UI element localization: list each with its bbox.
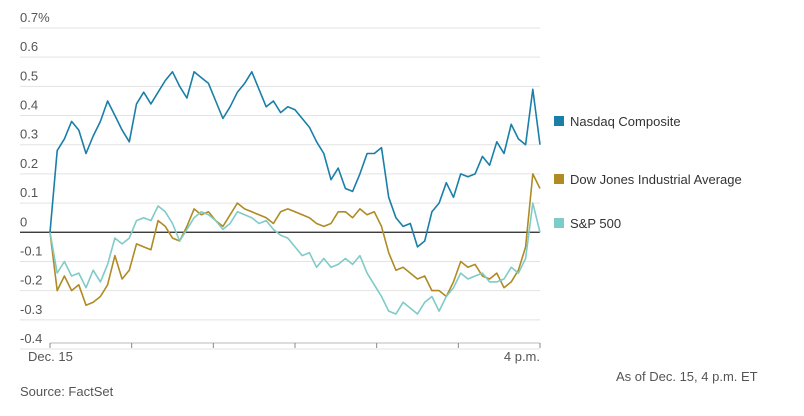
y-tick-label: 0 (20, 214, 27, 229)
legend-swatch (554, 174, 564, 184)
y-tick-label: -0.1 (20, 243, 42, 258)
grid-lines (20, 27, 540, 350)
y-tick-label: 0.3 (20, 127, 38, 142)
y-tick-label: 0.1 (20, 185, 38, 200)
legend-label: S&P 500 (570, 216, 621, 231)
legend-swatch (554, 218, 564, 228)
y-tick-label: 0.6 (20, 39, 38, 54)
x-axis: Dec. 15 4 p.m. (28, 342, 541, 364)
legend-label: Nasdaq Composite (570, 114, 681, 129)
x-tick-label: 4 p.m. (504, 349, 540, 364)
y-tick-label: 0.5 (20, 68, 38, 83)
x-tick-label: Dec. 15 (28, 349, 73, 364)
y-tick-label: 0.4 (20, 98, 38, 113)
series-layer (49, 71, 541, 315)
legend: Nasdaq Composite Dow Jones Industrial Ave… (554, 114, 742, 231)
source-note: Source: FactSet (20, 384, 114, 399)
y-tick-label: 0.2 (20, 156, 38, 171)
series-line (49, 202, 541, 315)
y-axis: 0.7% 0.6 0.5 0.4 0.3 0.2 0.1 0 -0.1 -0.2 -0.3 -0.4 (20, 10, 50, 346)
y-tick-label: -0.2 (20, 273, 42, 288)
y-tick-label: -0.3 (20, 302, 42, 317)
series-line (49, 71, 541, 248)
legend-swatch (554, 116, 564, 126)
as-of-note: As of Dec. 15, 4 p.m. ET (616, 369, 758, 384)
series-line (49, 173, 541, 307)
y-tick-label: 0.7% (20, 10, 50, 25)
legend-label: Dow Jones Industrial Average (570, 172, 742, 187)
y-tick-label: -0.4 (20, 331, 42, 346)
